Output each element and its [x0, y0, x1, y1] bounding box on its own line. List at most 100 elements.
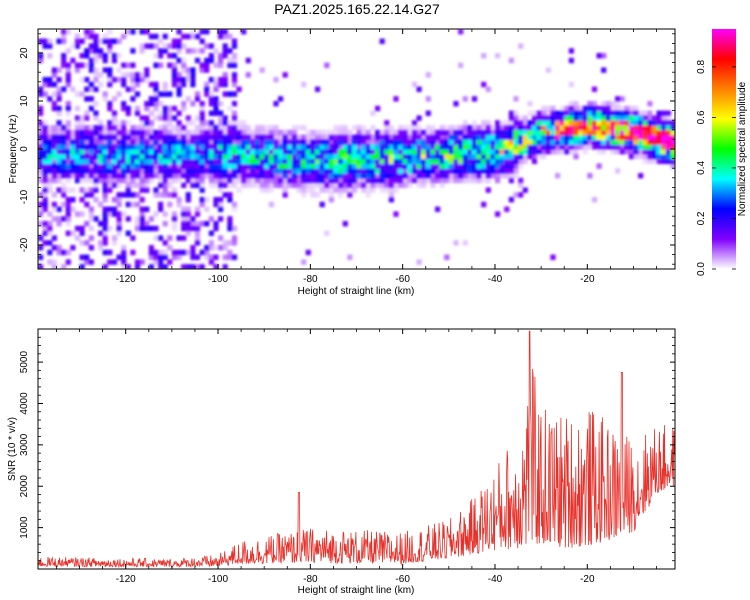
spectrogram-cell	[121, 129, 127, 136]
spectrogram-cell	[628, 110, 634, 116]
spectrogram-cell	[365, 144, 371, 150]
spectrogram-cell	[324, 129, 330, 136]
spectrogram-cell	[624, 110, 630, 116]
spectrogram-cell	[370, 163, 376, 169]
spectrogram-cell	[176, 48, 182, 54]
spectrogram-cell	[342, 153, 348, 160]
spectrogram-cell	[208, 163, 214, 169]
spectrogram-cell	[278, 158, 284, 164]
spectrogram-cell	[268, 158, 274, 164]
spectrogram-cell	[642, 144, 648, 150]
spectrogram-cell	[319, 173, 325, 179]
spectrogram-cell	[624, 105, 630, 112]
spectrogram-cell	[38, 177, 44, 184]
spectrogram-cell	[42, 206, 48, 212]
spectrogram-cell	[181, 62, 187, 68]
spectrogram-cell	[425, 173, 431, 179]
spectrogram-cell	[241, 182, 247, 188]
snr-x-tick-label: -120	[116, 574, 136, 585]
spectrogram-cell	[56, 177, 62, 184]
spectrogram-cell	[208, 53, 214, 59]
spectrogram-cell	[448, 134, 454, 140]
spectrogram-cell	[130, 163, 136, 169]
spectrogram-cell	[416, 144, 422, 150]
spectrogram-cell	[231, 115, 238, 121]
spectrogram-cell	[171, 67, 178, 73]
spectrogram-cell	[481, 149, 487, 155]
spectrogram-cell	[162, 192, 168, 198]
spectrogram-cell	[555, 110, 561, 116]
spectrogram-cell	[130, 62, 136, 68]
spectrogram-cell	[171, 125, 178, 131]
spectrogram-cell	[111, 197, 118, 203]
spectrogram-cell	[430, 182, 436, 188]
spectrogram-cell	[541, 139, 547, 145]
spectrogram-cell	[425, 110, 431, 116]
spectrogram-cell	[633, 115, 639, 121]
spectrogram-cell	[587, 125, 593, 131]
spectrogram-cell	[227, 225, 233, 232]
spectrogram-cell	[268, 182, 274, 188]
spectrogram-cell	[411, 134, 418, 140]
spectrogram-cell	[527, 149, 533, 155]
spectrogram-cell	[218, 115, 224, 121]
spectrogram-cell	[467, 153, 473, 160]
spectrogram-cell	[241, 129, 247, 136]
spectrogram-cell	[531, 149, 538, 155]
spectrogram-cell	[102, 211, 108, 217]
spectrogram-cell	[79, 264, 85, 269]
spectrogram-cell	[185, 264, 191, 269]
spectrogram-cell	[351, 144, 358, 150]
spectrogram-cell	[121, 134, 127, 140]
spectrogram-cell	[296, 187, 302, 193]
spectrogram-cell	[628, 105, 634, 112]
spectrogram-cell	[476, 163, 482, 169]
spectrogram-cell	[338, 125, 344, 131]
spectrogram-cell	[167, 259, 173, 265]
spectrogram-cell	[70, 206, 76, 212]
spectrogram-cell	[65, 67, 71, 73]
spectrogram-cell	[504, 168, 510, 174]
spectrogram-cell	[190, 149, 196, 155]
spectrogram-cell	[421, 177, 427, 184]
spectrogram-cell	[231, 158, 238, 164]
spectrogram-cell	[74, 120, 81, 126]
spectrogram-cell	[144, 105, 150, 112]
spectrogram-cell	[84, 240, 90, 246]
spectrogram-cell	[305, 129, 311, 136]
spectrogram-cell	[79, 177, 85, 184]
spectrogram-cell	[568, 110, 574, 116]
spectrogram-cell	[264, 182, 270, 188]
spectrogram-cell	[264, 163, 270, 169]
spectrogram-cell	[231, 120, 238, 126]
spectrogram-cell	[439, 173, 445, 179]
spectrogram-cell	[231, 110, 238, 116]
spectrogram-cell	[333, 158, 339, 164]
spectrogram-cell	[158, 62, 164, 68]
spectrogram-cell	[93, 115, 99, 121]
spectrogram-cell	[236, 163, 242, 169]
spectrogram-cell	[162, 110, 168, 116]
spectrogram-cell	[310, 149, 316, 155]
spectrogram-cell	[522, 144, 528, 150]
spectrogram-cell	[148, 158, 154, 164]
spectrogram-cell	[47, 53, 53, 59]
spectrogram-cell	[591, 134, 598, 140]
spectrogram-cell	[268, 187, 274, 193]
spectrogram-cell	[153, 62, 159, 68]
spectrogram-cell	[254, 163, 261, 169]
spectrogram-cell	[315, 139, 321, 145]
spectrogram-cell	[278, 168, 284, 174]
spectrogram-cell	[102, 197, 108, 203]
spectrogram-cell	[208, 230, 214, 236]
spectrogram-cell	[513, 134, 519, 140]
spectrogram-cell	[638, 173, 644, 179]
spectrogram-cell	[342, 182, 348, 188]
spectrogram-cell	[315, 168, 321, 174]
spectrogram-cell	[490, 139, 496, 145]
spectrogram-cell	[375, 163, 381, 169]
spectrogram-cell	[287, 163, 293, 169]
spectrogram-cell	[213, 168, 219, 174]
spectrogram-cell	[125, 153, 131, 160]
spectrogram-cell	[218, 134, 224, 140]
